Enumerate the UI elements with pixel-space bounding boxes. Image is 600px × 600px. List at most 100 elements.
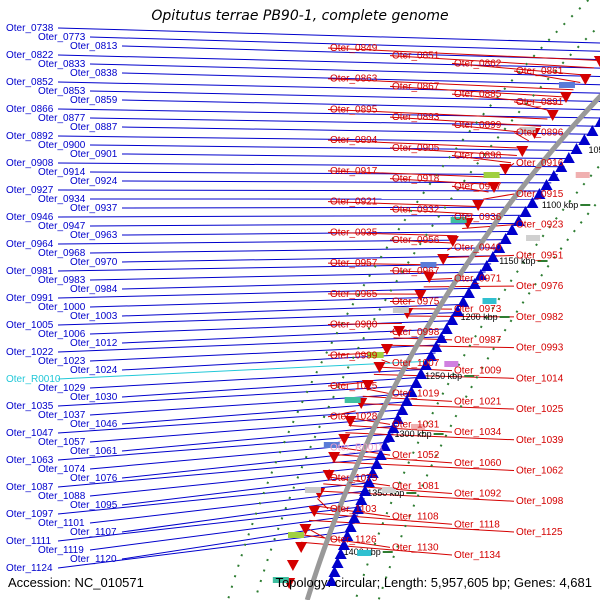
right-leader-line xyxy=(352,417,391,425)
left-leader-line xyxy=(57,54,600,69)
feature-block xyxy=(482,298,497,304)
reverse-gene-arrow xyxy=(474,269,487,280)
right-gene-label: Oter_0921 xyxy=(330,197,378,208)
left-gene-label: Oter_1003 xyxy=(70,311,118,322)
left-gene-label: Oter_1006 xyxy=(38,329,86,340)
reverse-gene-arrow xyxy=(562,152,575,163)
right-leader-line xyxy=(462,224,515,229)
reverse-gene-arrow xyxy=(370,458,383,469)
left-leader-line xyxy=(89,344,441,362)
reverse-gene-arrow xyxy=(374,449,387,460)
reverse-gene-arrow xyxy=(451,305,464,316)
reverse-gene-arrow xyxy=(555,161,568,172)
left-gene-label: Oter_1029 xyxy=(38,383,86,394)
left-leader-line xyxy=(121,231,515,236)
reverse-gene-arrow xyxy=(328,566,341,577)
left-gene-label: Oter_0833 xyxy=(38,59,86,70)
left-leader-line xyxy=(57,409,406,434)
right-leader-line xyxy=(389,270,433,273)
left-gene-label: Oter_0984 xyxy=(70,284,118,295)
left-leader-line xyxy=(89,90,600,102)
right-leader-line xyxy=(442,254,515,259)
right-leader-line xyxy=(483,193,515,200)
left-leader-line xyxy=(57,384,418,407)
reverse-gene-arrow xyxy=(378,440,391,451)
right-gene-label: Oter_1039 xyxy=(516,435,564,446)
left-leader-line xyxy=(57,135,586,143)
right-gene-label: Oter_0898 xyxy=(454,151,502,162)
left-leader-line xyxy=(89,222,520,227)
left-gene-label: Oter_1022 xyxy=(6,347,54,358)
right-leader-line xyxy=(389,147,517,156)
right-gene-label: Oter_0907 xyxy=(454,181,502,192)
forward-gene-arrow xyxy=(516,146,529,157)
left-gene-label: Oter_0773 xyxy=(38,32,86,43)
right-leader-line xyxy=(389,239,453,244)
left-leader-line xyxy=(121,474,375,506)
right-gene-label: Oter_1052 xyxy=(392,450,440,461)
feature-block xyxy=(304,487,321,493)
left-gene-label: Oter_0970 xyxy=(70,257,118,268)
right-leader-line xyxy=(373,373,515,379)
feature-block xyxy=(420,262,437,268)
forward-gene-arrow xyxy=(560,92,573,103)
right-gene-label: Oter_0867 xyxy=(392,81,440,92)
reverse-gene-arrow xyxy=(493,242,506,253)
left-leader-line xyxy=(57,27,600,44)
feature-block xyxy=(444,361,459,367)
right-gene-label: Oter_0894 xyxy=(330,135,378,146)
reverse-gene-arrow xyxy=(499,233,512,244)
forward-gene-arrow xyxy=(437,254,450,265)
left-leader-line xyxy=(121,206,533,209)
left-gene-label: Oter_0914 xyxy=(38,167,86,178)
left-gene-label: Oter_1107 xyxy=(70,527,117,538)
gene-labels: Oter_0738Oter_0773Oter_0813Oter_0822Oter… xyxy=(6,23,564,574)
scale-tick-label: 1300 kbp xyxy=(395,429,432,439)
accession-label: Accession: NC_010571 xyxy=(8,575,144,590)
left-leader-line xyxy=(57,214,527,218)
left-gene-label: Oter_1120 xyxy=(70,554,117,565)
right-leader-line xyxy=(451,62,588,76)
genome-backbone xyxy=(304,92,600,600)
left-leader-line xyxy=(89,271,486,281)
left-leader-line xyxy=(89,368,427,389)
forward-gene-arrow xyxy=(393,326,406,337)
right-gene-label: Oter_0998 xyxy=(392,327,440,338)
right-gene-label: Oter_0957 xyxy=(330,258,378,269)
left-gene-label: Oter_0981 xyxy=(6,266,54,277)
left-leader-line xyxy=(57,81,600,94)
reverse-gene-arrow xyxy=(570,143,583,154)
left-leader-line xyxy=(121,153,572,160)
right-leader-line xyxy=(451,93,561,105)
left-gene-label: Oter_0900 xyxy=(38,140,86,151)
right-gene-label: Oter_1108 xyxy=(392,512,439,523)
right-gene-label: Oter_0905 xyxy=(392,143,440,154)
right-leader-line xyxy=(327,139,523,149)
reverse-gene-arrow xyxy=(547,170,560,181)
left-gene-label: Oter_1088 xyxy=(38,491,86,502)
reverse-gene-arrow xyxy=(325,575,338,586)
right-leader-line xyxy=(308,519,515,533)
reverse-gene-arrow xyxy=(578,134,591,145)
reverse-gene-arrow xyxy=(468,278,481,289)
left-gene-label: Oter_0964 xyxy=(6,239,54,250)
right-gene-label: Oter_0987 xyxy=(454,335,502,346)
feature-block xyxy=(575,172,590,178)
left-gene-label: Oter_0892 xyxy=(6,131,54,142)
guide-arc xyxy=(254,23,600,600)
left-gene-label: Oter_0813 xyxy=(70,41,118,52)
reverse-gene-arrow xyxy=(435,332,448,343)
left-leader-line xyxy=(89,36,600,52)
forward-gene-arrow xyxy=(344,416,357,427)
right-leader-line xyxy=(389,116,542,127)
right-gene-label: Oter_0851 xyxy=(392,51,440,62)
left-leader-line xyxy=(89,144,579,151)
right-gene-label: Oter_1092 xyxy=(454,489,502,500)
right-leader-line xyxy=(327,78,574,91)
forward-gene-arrow xyxy=(499,164,512,175)
reverse-gene-arrow xyxy=(594,116,600,127)
forward-gene-arrow xyxy=(299,524,312,535)
right-leader-line xyxy=(451,155,512,164)
left-gene-label: Oter_1023 xyxy=(38,356,86,367)
